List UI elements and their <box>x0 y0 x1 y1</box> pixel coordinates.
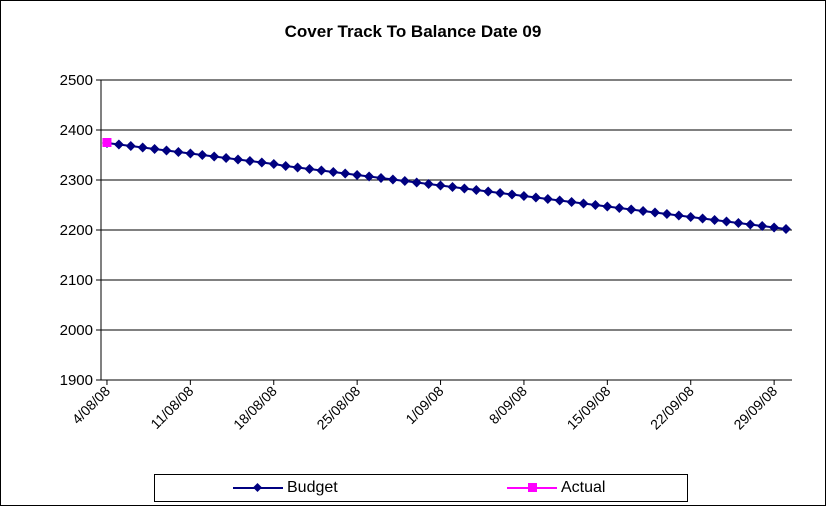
x-tick-label: 15/09/08 <box>564 383 614 433</box>
budget-point <box>733 218 744 228</box>
data-series <box>102 138 791 234</box>
budget-point <box>268 159 279 169</box>
budget-point <box>661 209 672 219</box>
budget-point <box>364 171 375 182</box>
budget-point <box>387 174 398 185</box>
x-tick-label: 1/09/08 <box>402 383 446 427</box>
budget-point <box>721 216 732 227</box>
x-tick-label: 18/08/08 <box>230 383 280 433</box>
legend-swatch-budget <box>233 482 283 494</box>
budget-point <box>435 180 446 191</box>
budget-point <box>197 150 208 160</box>
x-tick-label: 29/09/08 <box>730 383 780 433</box>
budget-point <box>578 198 589 209</box>
budget-point <box>161 145 172 156</box>
x-tick-label: 25/08/08 <box>313 383 363 433</box>
budget-point <box>137 142 148 153</box>
budget-point <box>483 186 494 197</box>
budget-point <box>185 148 196 159</box>
budget-point <box>495 188 506 198</box>
square-marker-icon <box>528 483 537 492</box>
budget-point <box>685 212 696 222</box>
y-tick-label: 2100 <box>60 272 93 289</box>
y-tick-label: 2200 <box>60 222 93 239</box>
y-tick-label: 1900 <box>60 372 93 389</box>
budget-point <box>209 151 220 162</box>
legend-entry-actual: Actual <box>507 475 605 501</box>
budget-point <box>447 182 458 192</box>
budget-point <box>113 139 124 150</box>
budget-point <box>471 185 482 195</box>
y-tick-label: 2300 <box>60 172 93 189</box>
budget-point <box>280 161 291 171</box>
axes <box>96 79 792 385</box>
budget-point <box>256 157 267 168</box>
y-tick-label: 2500 <box>60 72 93 89</box>
x-tick-label: 8/09/08 <box>486 383 530 427</box>
budget-point <box>638 206 649 216</box>
budget-point <box>614 203 625 213</box>
budget-point <box>173 147 184 157</box>
chart-title: Cover Track To Balance Date 09 <box>284 22 542 41</box>
budget-point <box>221 153 232 163</box>
budget-point <box>125 141 136 151</box>
x-tick-label: 11/08/08 <box>147 383 196 432</box>
x-tick-label: 22/09/08 <box>647 383 697 433</box>
budget-point <box>149 144 160 154</box>
legend-label-actual: Actual <box>561 479 606 496</box>
diamond-marker-icon <box>253 483 262 492</box>
y-tick-label: 2400 <box>60 122 93 139</box>
budget-point <box>709 215 720 225</box>
budget-point <box>626 204 637 215</box>
budget-point <box>673 210 684 221</box>
budget-point <box>697 213 708 224</box>
legend: Budget Actual <box>154 474 688 502</box>
budget-point <box>745 219 756 230</box>
x-tick-label: 4/08/08 <box>69 383 113 427</box>
legend-entry-budget: Budget <box>233 475 338 501</box>
budget-point <box>769 222 780 233</box>
y-tick-labels: 1900 2000 2100 2200 2300 2400 2500 <box>60 72 93 389</box>
budget-point <box>233 154 243 165</box>
budget-point <box>590 200 601 210</box>
budget-line <box>106 142 787 230</box>
budget-point <box>340 168 351 179</box>
budget-point <box>566 197 577 207</box>
budget-point <box>781 224 791 234</box>
budget-point <box>518 191 529 201</box>
budget-point <box>304 164 315 174</box>
legend-label-budget: Budget <box>287 479 338 496</box>
x-tick-labels: 4/08/08 11/08/08 18/08/08 25/08/08 1/09/08 8/… <box>69 383 781 433</box>
budget-point <box>554 195 565 206</box>
budget-point <box>316 165 327 176</box>
budget-point <box>542 194 553 204</box>
budget-point <box>757 221 768 231</box>
budget-point <box>602 201 613 212</box>
legend-swatch-actual <box>507 482 557 494</box>
y-tick-label: 2000 <box>60 322 93 339</box>
budget-point <box>650 207 660 218</box>
budget-point <box>411 177 422 188</box>
budget-point <box>328 167 339 177</box>
budget-point <box>423 179 434 189</box>
budget-point <box>530 192 541 203</box>
actual-point <box>102 138 112 147</box>
budget-point <box>292 162 303 173</box>
budget-point <box>459 183 470 194</box>
budget-point <box>244 156 255 166</box>
budget-point <box>376 173 386 183</box>
budget-point <box>507 189 517 200</box>
budget-point <box>352 170 363 180</box>
grid-lines <box>101 79 792 331</box>
budget-point <box>399 176 410 186</box>
